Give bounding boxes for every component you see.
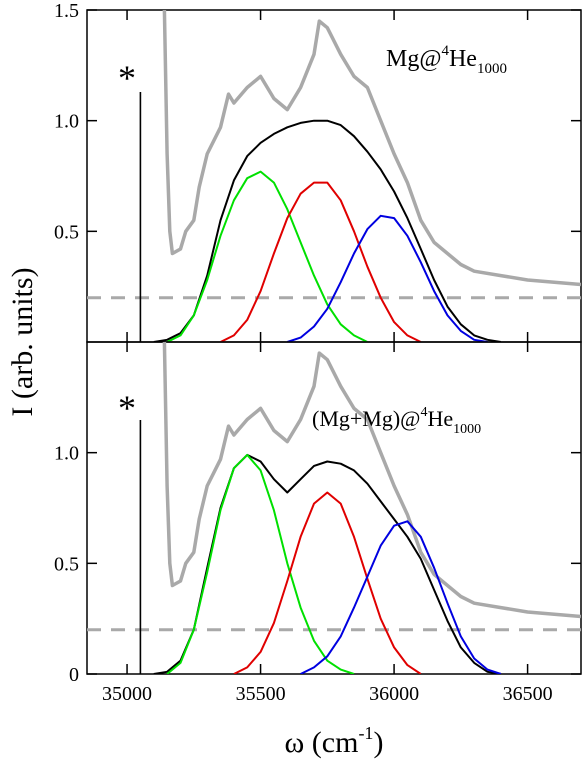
x-tick-label: 36500 <box>503 683 553 705</box>
top-plot-clip <box>87 10 581 342</box>
bottom-plot-frame <box>86 341 582 675</box>
bottom-series-gray-line <box>162 342 581 619</box>
top-y-tick-label: 1.5 <box>54 0 79 22</box>
top-series-gray-line <box>162 10 581 287</box>
bottom-series-green-line <box>166 453 355 674</box>
bottom-panel: 1.0 0.5 0 (Mg+Mg)@4He1000 * <box>54 341 582 686</box>
x-axis-title: ω (cm-1) <box>285 723 384 759</box>
bottom-series-red-line <box>233 491 422 674</box>
x-tick-label: 35000 <box>102 683 152 705</box>
bottom-panel-label: (Mg+Mg)@4He1000 <box>312 405 481 437</box>
x-axis-ticks: 35000 35500 36000 36500 <box>102 683 553 705</box>
top-panel: 1.5 1.0 0.5 Mg@4He1000 * <box>54 0 582 343</box>
top-plot-frame <box>86 9 582 343</box>
bottom-plot-clip <box>87 342 581 674</box>
top-series-green-line <box>166 170 368 342</box>
top-y-tick-label: 0.5 <box>54 221 79 243</box>
top-series-blue-line <box>286 214 488 342</box>
bottom-series-blue-line <box>300 520 502 674</box>
bottom-reference-marker: * <box>118 388 136 428</box>
bottom-plot-area: 1.0 0.5 0 <box>54 342 581 686</box>
top-y-tick-label: 1.0 <box>54 111 79 133</box>
bottom-y-tick-label: 0.5 <box>54 553 79 575</box>
top-panel-label: Mg@4He1000 <box>386 43 507 77</box>
x-tick-label: 36000 <box>369 683 419 705</box>
top-series-black-line <box>153 119 502 342</box>
x-tick-label: 35500 <box>236 683 286 705</box>
bottom-y-tick-label: 0 <box>69 664 79 686</box>
y-axis-title: I (arb. units) <box>6 267 39 416</box>
top-plot-area: 1.5 1.0 0.5 <box>54 0 581 342</box>
top-series-red-line <box>220 181 422 342</box>
top-reference-marker: * <box>118 58 136 98</box>
bottom-y-tick-label: 1.0 <box>54 443 79 465</box>
